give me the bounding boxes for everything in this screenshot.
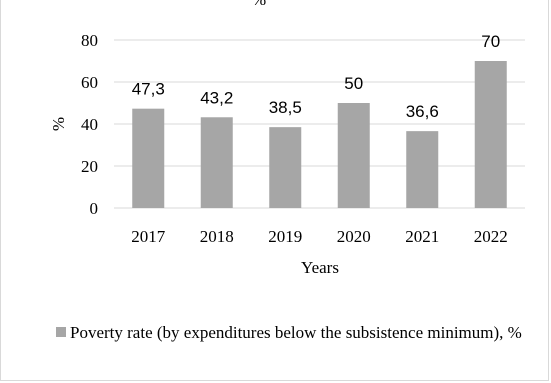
x-tick-label: 2017 [131,227,166,246]
legend-swatch [56,327,66,337]
bar [406,131,439,208]
data-label: 70 [481,32,500,51]
y-tick-label: 80 [81,31,98,50]
y-tick-label: 20 [81,157,98,176]
y-tick-label: 60 [81,73,98,92]
gridlines [114,39,525,209]
bar [132,108,165,208]
legend: Poverty rate (by expenditures below the … [56,320,536,345]
data-label: 47,3 [132,80,165,99]
data-label: 50 [344,74,363,93]
bar [474,61,507,208]
x-tick-label: 2018 [200,227,234,246]
x-tick-label: 2021 [405,227,439,246]
chart-title: % [252,0,266,10]
x-axis-label: Years [301,258,339,277]
bar [337,103,370,208]
data-label: 36,6 [406,102,439,121]
x-tick-label: 2020 [337,227,371,246]
legend-entry: Poverty rate (by expenditures below the … [70,323,522,342]
y-axis-ticks: 0 20 40 60 80 [81,31,98,218]
data-label: 43,2 [200,88,233,107]
x-axis-ticks: 2017 2018 2019 2020 2021 2022 [131,227,508,246]
y-tick-label: 40 [81,115,98,134]
y-tick-label: 0 [90,199,99,218]
bar [200,117,233,208]
x-tick-label: 2019 [268,227,302,246]
y-axis-label: % [49,117,68,131]
bar [269,127,302,208]
bars [132,61,507,208]
data-labels: 47,3 43,2 38,5 50 36,6 70 [132,32,501,121]
x-tick-label: 2022 [474,227,508,246]
data-label: 38,5 [269,98,302,117]
